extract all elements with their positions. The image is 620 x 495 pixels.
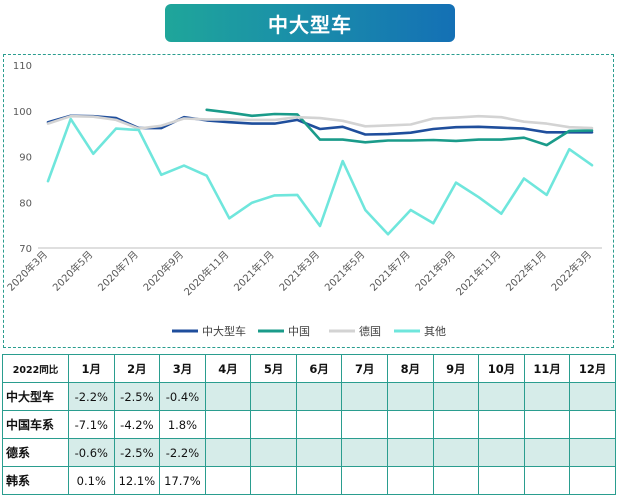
row-label: 韩系 bbox=[2, 466, 69, 495]
x-tick-label: 2020年9月 bbox=[140, 248, 186, 294]
table-cell bbox=[478, 382, 525, 411]
table-cell: -2.2% bbox=[159, 438, 206, 467]
table-cell bbox=[478, 410, 525, 439]
table-cell bbox=[204, 466, 252, 495]
month-header: 8月 bbox=[387, 354, 434, 383]
table-cell bbox=[204, 382, 252, 411]
table-cell bbox=[478, 466, 525, 495]
month-header: 3月 bbox=[159, 354, 206, 383]
month-header: 5月 bbox=[250, 354, 297, 383]
x-tick-label: 2020年7月 bbox=[95, 248, 141, 294]
table-cell bbox=[569, 382, 616, 411]
table-cell bbox=[569, 466, 616, 495]
table-cell bbox=[387, 410, 434, 439]
row-label: 中国车系 bbox=[2, 410, 69, 439]
x-tick-label: 2021年5月 bbox=[322, 248, 368, 294]
series-line bbox=[46, 114, 594, 130]
table-cell bbox=[341, 438, 389, 467]
table-cell: -7.1% bbox=[68, 410, 115, 439]
month-header: 9月 bbox=[432, 354, 480, 383]
series-line bbox=[205, 108, 594, 147]
table-cell bbox=[341, 410, 389, 439]
table-cell bbox=[432, 466, 480, 495]
x-tick-label: 2020年11月 bbox=[181, 248, 231, 298]
page-title-text: 中大型车 bbox=[268, 12, 352, 37]
table-cell bbox=[432, 410, 480, 439]
table-row: 中大型车 -2.2% -2.5% -0.4% bbox=[2, 382, 616, 411]
table-cell bbox=[569, 438, 616, 467]
table-cell: 12.1% bbox=[113, 466, 161, 495]
month-header: 6月 bbox=[295, 354, 343, 383]
table-cell bbox=[341, 382, 389, 411]
page-title: 中大型车 bbox=[165, 4, 455, 42]
table-cell bbox=[387, 466, 434, 495]
y-tick-label: 110 bbox=[13, 61, 32, 72]
month-header: 10月 bbox=[478, 354, 525, 383]
legend-label: 中国 bbox=[288, 325, 310, 338]
y-tick-label: 80 bbox=[19, 198, 32, 209]
table-cell: -0.4% bbox=[159, 382, 206, 411]
table-cell bbox=[387, 438, 434, 467]
month-header: 12月 bbox=[569, 354, 616, 383]
table-cell: -2.5% bbox=[113, 438, 161, 467]
table-cell bbox=[250, 466, 297, 495]
legend-label: 其他 bbox=[424, 325, 446, 338]
table-cell: 0.1% bbox=[68, 466, 115, 495]
table-cell: -4.2% bbox=[113, 410, 161, 439]
x-tick-label: 2021年9月 bbox=[412, 248, 458, 294]
legend-label: 中大型车 bbox=[202, 324, 246, 338]
x-tick-label: 2021年3月 bbox=[276, 248, 322, 294]
table-corner-label: 2022同比 bbox=[2, 354, 69, 383]
table-cell bbox=[523, 466, 571, 495]
table-row: 韩系 0.1% 12.1% 17.7% bbox=[2, 466, 616, 495]
table-cell bbox=[523, 410, 571, 439]
table-cell bbox=[250, 438, 297, 467]
yoy-table: 2022同比 1月 2月 3月 4月 5月 6月 7月 8月 9月 10月 11… bbox=[2, 354, 616, 495]
x-tick-label: 2022年3月 bbox=[548, 248, 594, 294]
table-row: 德系 -0.6% -2.5% -2.2% bbox=[2, 438, 616, 467]
month-header: 1月 bbox=[68, 354, 115, 383]
table-cell bbox=[250, 410, 297, 439]
x-tick-label: 2022年1月 bbox=[503, 248, 549, 294]
table-cell bbox=[432, 438, 480, 467]
y-tick-label: 70 bbox=[19, 244, 32, 255]
table-cell: -0.6% bbox=[68, 438, 115, 467]
table-cell bbox=[523, 438, 571, 467]
table-cell bbox=[569, 410, 616, 439]
table-cell bbox=[341, 466, 389, 495]
month-header: 7月 bbox=[341, 354, 389, 383]
y-tick-label: 90 bbox=[19, 153, 32, 164]
table-header-row: 2022同比 1月 2月 3月 4月 5月 6月 7月 8月 9月 10月 11… bbox=[2, 354, 616, 383]
table-cell bbox=[204, 410, 252, 439]
x-tick-label: 2021年11月 bbox=[453, 248, 503, 298]
table-cell bbox=[204, 438, 252, 467]
table-cell bbox=[295, 438, 343, 467]
table-cell bbox=[478, 438, 525, 467]
series-line bbox=[46, 117, 594, 236]
table-cell bbox=[387, 382, 434, 411]
table-cell bbox=[295, 410, 343, 439]
table-cell bbox=[250, 382, 297, 411]
row-label: 德系 bbox=[2, 438, 69, 467]
table-cell: -2.5% bbox=[113, 382, 161, 411]
month-header: 4月 bbox=[204, 354, 252, 383]
legend-label: 德国 bbox=[359, 324, 381, 338]
x-tick-label: 2021年1月 bbox=[231, 248, 277, 294]
chart-frame: 70 80 90 100 110 2020年3月 2020年5月 2020年7月 2020年9月… bbox=[3, 54, 614, 348]
row-label: 中大型车 bbox=[2, 382, 69, 411]
table-cell: 1.8% bbox=[159, 410, 206, 439]
table-cell: 17.7% bbox=[159, 466, 206, 495]
x-tick-label: 2020年5月 bbox=[50, 248, 96, 294]
table-row: 中国车系 -7.1% -4.2% 1.8% bbox=[2, 410, 616, 439]
table-cell bbox=[523, 382, 571, 411]
month-header: 2月 bbox=[113, 354, 161, 383]
table-cell bbox=[295, 382, 343, 411]
x-tick-label: 2021年7月 bbox=[367, 248, 413, 294]
table-cell bbox=[432, 382, 480, 411]
y-tick-label: 100 bbox=[13, 107, 32, 118]
table-cell bbox=[295, 466, 343, 495]
table-cell: -2.2% bbox=[68, 382, 115, 411]
month-header: 11月 bbox=[523, 354, 571, 383]
